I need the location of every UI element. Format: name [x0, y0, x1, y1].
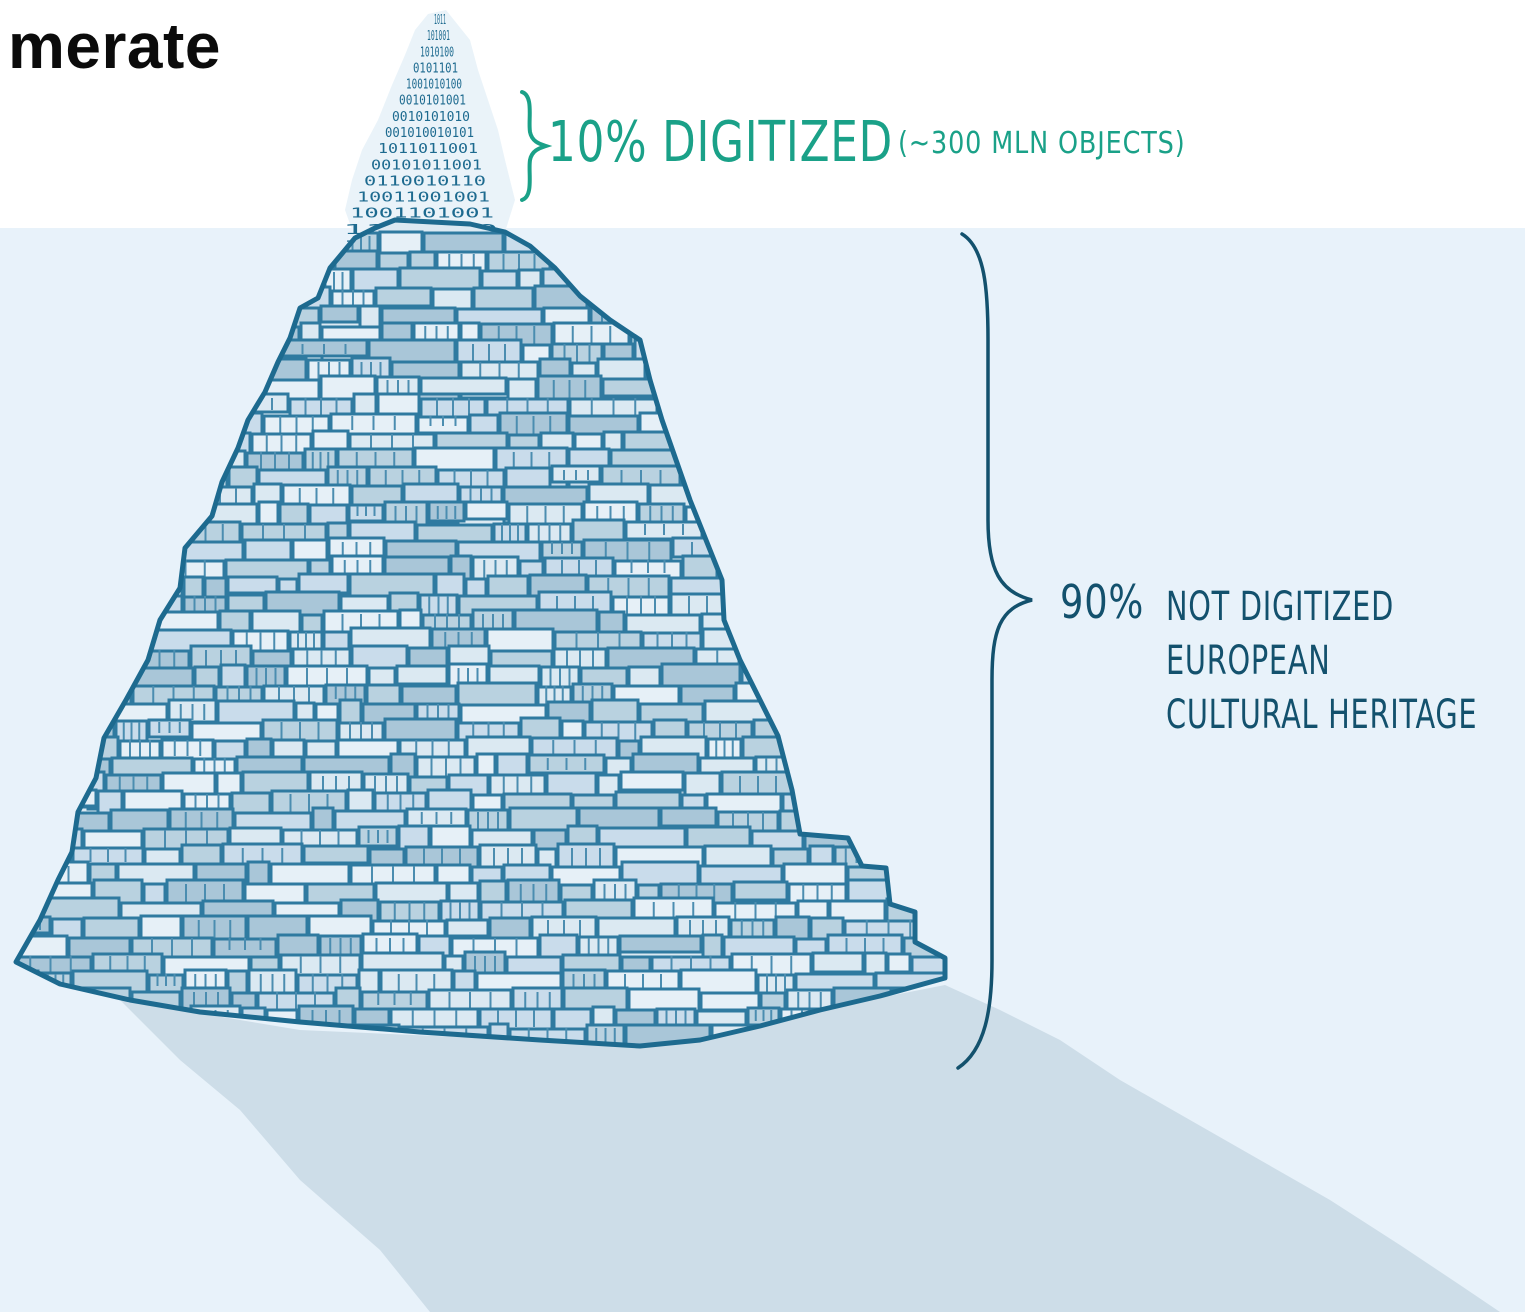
heritage-block: [297, 572, 350, 595]
binary-row: 0110010110: [364, 174, 486, 189]
heritage-block: [590, 698, 640, 725]
base-label-line-3: CULTURAL HERITAGE: [1166, 692, 1478, 738]
heritage-block: [445, 918, 490, 938]
binary-row: 101001: [427, 29, 450, 44]
heritage-block: [374, 286, 433, 308]
binary-row: 0010101001: [399, 94, 466, 109]
binary-row: 10011001001: [357, 191, 490, 206]
heritage-block: [419, 376, 508, 396]
base-label-line-2: EUROPEAN: [1166, 638, 1331, 684]
heritage-block: [336, 738, 400, 760]
base-label: NOT DIGITIZED EUROPEAN CULTURAL HERITAGE: [1166, 580, 1477, 742]
binary-row: 1001101001: [350, 207, 494, 222]
binary-row: 1010100: [420, 45, 454, 60]
heritage-block: [659, 806, 718, 828]
heritage-block: [226, 575, 279, 595]
binary-row: 001010010101: [385, 126, 474, 141]
heritage-block: [395, 664, 449, 686]
binary-row: 1011: [434, 13, 446, 28]
binary-row: 0010101010: [392, 110, 470, 125]
binary-row: 1011011001: [378, 142, 478, 157]
heritage-block: [314, 702, 340, 722]
base-brace: [956, 232, 1033, 1070]
heritage-block: [302, 844, 370, 865]
heritage-block: [619, 770, 685, 792]
heritage-block: [319, 304, 360, 324]
heritage-block: [732, 880, 789, 902]
tip-label-main: 10% DIGITIZED: [548, 110, 894, 175]
binary-row: 00101011001: [371, 158, 482, 173]
tip-label: 10% DIGITIZED (~300 MLN OBJECTS): [548, 110, 1185, 175]
heading-fragment: merate: [8, 10, 221, 82]
heritage-block: [464, 500, 509, 521]
heritage-block: [886, 952, 912, 974]
heritage-block: [597, 610, 626, 634]
heritage-block: [811, 951, 865, 974]
heritage-block: [618, 934, 703, 954]
binary-row: 0101101: [413, 61, 458, 76]
base-label-line-1: NOT DIGITIZED: [1166, 584, 1394, 630]
heritage-block: [591, 1005, 616, 1028]
binary-tip: 1011101001101010001011011001010100001010…: [336, 10, 515, 254]
tip-brace: [520, 90, 553, 202]
base-percent: 90%: [1060, 575, 1145, 629]
binary-row: 1001010100: [406, 78, 462, 93]
tip-label-sub: (~300 MLN OBJECTS): [898, 126, 1186, 161]
iceberg-shadow: [120, 985, 1500, 1312]
